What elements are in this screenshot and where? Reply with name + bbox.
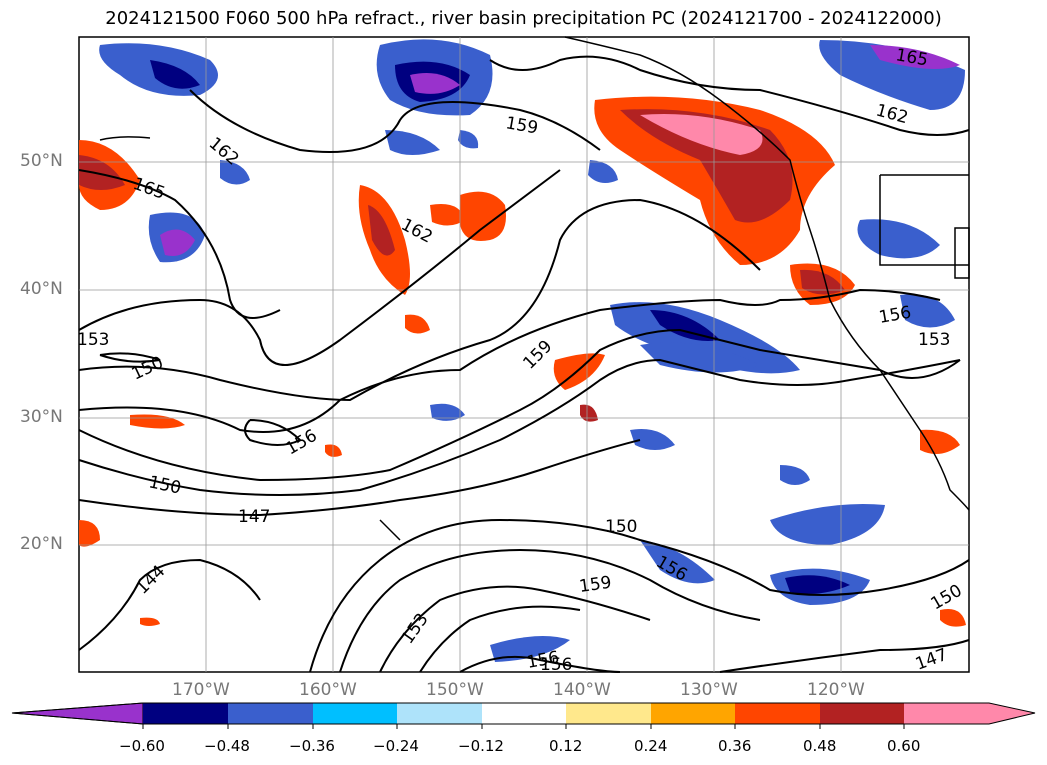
colorbar-tick-label: 0.36 [718,737,752,755]
lon-label: 140°W [553,680,611,700]
map-frame [78,36,970,673]
colorbar-tick-label: −0.48 [204,737,250,755]
colorbar-tick-label: −0.36 [289,737,335,755]
lat-label: 50°N [20,151,63,171]
colorbar-tick-label: −0.24 [373,737,419,755]
contour-label: 147 [238,507,270,527]
colorbar-tick-label: 0.60 [887,737,921,755]
contour-label: 150 [605,517,637,537]
lat-label: 40°N [20,279,63,299]
colorbar-tick-label: 0.12 [549,737,583,755]
colorbar-tick-label: 0.24 [634,737,668,755]
contour-label: 156 [540,655,572,675]
colorbar [11,702,1036,729]
lon-label: 130°W [680,680,738,700]
lon-label: 170°W [172,680,230,700]
map-title: 2024121500 F060 500 hPa refract., river … [105,8,942,29]
graticule [79,37,969,672]
lon-label: 160°W [299,680,357,700]
colorbar-tick-label: −0.60 [119,737,165,755]
lat-label: 30°N [20,407,63,427]
lon-label: 120°W [807,680,865,700]
contour-label: 153 [77,330,109,350]
refractivity-contours [78,55,970,673]
colorbar-tick-label: −0.12 [458,737,504,755]
contour-label: 153 [918,330,950,350]
precipitation-shading [79,39,966,662]
contour-label: 159 [578,573,613,597]
lat-label: 20°N [20,534,63,554]
colorbar-tick-label: 0.48 [803,737,837,755]
coastlines [99,36,970,541]
lon-label: 150°W [426,680,484,700]
